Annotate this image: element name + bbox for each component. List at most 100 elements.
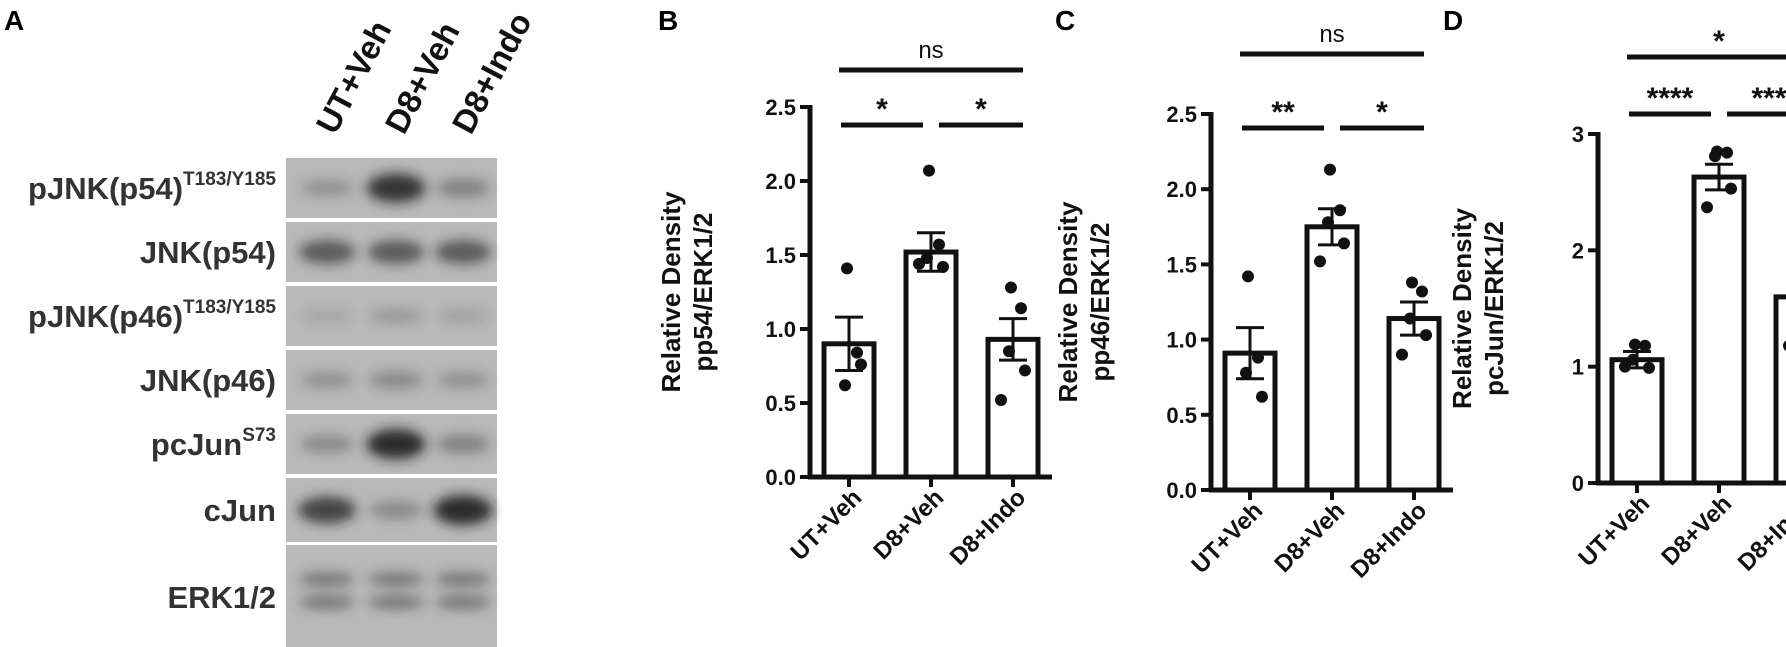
blot-row-name: JNK(p54) bbox=[140, 235, 276, 270]
data-point bbox=[1643, 361, 1655, 374]
x-tick-label-d8-veh: D8+Veh bbox=[1656, 490, 1737, 571]
significance-label: * bbox=[876, 93, 888, 126]
blot-row-label-jnk-p54: JNK(p54) bbox=[140, 235, 276, 270]
data-point bbox=[1005, 281, 1017, 294]
blot-row-label-pjnk-p46: pJNK(p46)T183/Y185 bbox=[28, 297, 276, 334]
y-tick-label: 2.5 bbox=[1166, 102, 1197, 127]
x-tick-label-d8-indo: D8+Indo bbox=[1346, 497, 1433, 584]
blot-band bbox=[299, 572, 355, 587]
panel-label-a: A bbox=[4, 5, 24, 36]
blot-band bbox=[369, 308, 423, 324]
blot-band bbox=[435, 595, 491, 610]
bar-d8-indo bbox=[1773, 294, 1786, 486]
y-tick-label: 1.0 bbox=[765, 317, 796, 342]
bar-chart-pp54: 0.0 0.5 1.0 1.5 2.0 2.5 Relative Density pp54/E… bbox=[656, 37, 1052, 571]
blot-row-site: T183/Y185 bbox=[183, 169, 276, 190]
bar-ut-veh bbox=[1609, 357, 1665, 486]
blot-band bbox=[300, 308, 354, 324]
y-tick-label: 1.5 bbox=[765, 243, 796, 268]
data-point bbox=[1406, 276, 1418, 289]
data-point bbox=[1338, 237, 1350, 250]
panel-label-b: B bbox=[658, 5, 678, 36]
y-axis-title: pp46/ERK1/2 bbox=[1085, 223, 1115, 382]
blot-row-name: pJNK(p54) bbox=[28, 171, 183, 206]
data-point bbox=[1003, 345, 1015, 358]
data-point bbox=[1709, 150, 1721, 163]
blot-row-site: T183/Y185 bbox=[183, 297, 276, 318]
bar-d8-veh bbox=[1691, 174, 1747, 486]
blot-band bbox=[300, 179, 354, 197]
y-axis-title: Relative Density bbox=[656, 191, 686, 392]
blot-row-label-pjnk-p54: pJNK(p54)T183/Y185 bbox=[28, 169, 276, 206]
y-tick-label: 2 bbox=[1572, 238, 1584, 263]
significance-label: ns bbox=[1319, 21, 1344, 48]
data-point bbox=[937, 260, 949, 273]
x-tick-label-d8-indo: D8+Indo bbox=[945, 484, 1032, 571]
blot-band bbox=[435, 178, 491, 198]
data-point bbox=[1252, 351, 1264, 364]
blot-row-label-erk1-2: ERK1/2 bbox=[167, 580, 276, 615]
data-point bbox=[851, 346, 863, 359]
significance-label: * bbox=[1713, 25, 1725, 58]
panel-label-d: D bbox=[1443, 5, 1463, 36]
blot-band bbox=[366, 173, 426, 203]
blot-band bbox=[368, 595, 424, 610]
data-point bbox=[839, 379, 851, 392]
significance-label: *** bbox=[1751, 82, 1786, 115]
x-tick-label-ut-veh: UT+Veh bbox=[1186, 497, 1268, 579]
data-point bbox=[855, 358, 867, 371]
data-point bbox=[1242, 270, 1254, 283]
data-point bbox=[923, 164, 935, 177]
blot-band bbox=[434, 240, 492, 264]
data-point bbox=[1334, 204, 1346, 217]
data-point bbox=[1629, 338, 1641, 351]
data-point bbox=[913, 257, 925, 270]
blot-band bbox=[299, 595, 355, 610]
data-point bbox=[1725, 182, 1737, 195]
significance-label: * bbox=[975, 93, 987, 126]
blot-band bbox=[300, 371, 354, 389]
y-tick-label: 0.5 bbox=[765, 391, 796, 416]
x-tick-label-ut-veh: UT+Veh bbox=[1573, 490, 1655, 572]
significance-label: **** bbox=[1647, 82, 1694, 115]
data-point bbox=[841, 262, 853, 275]
blot-band bbox=[436, 371, 490, 389]
y-tick-label: 0 bbox=[1572, 471, 1584, 496]
data-point bbox=[1256, 390, 1268, 403]
y-tick-label: 0.0 bbox=[765, 465, 796, 490]
bar-d8-veh bbox=[903, 249, 959, 480]
blot-row-label-jnk-p46: JNK(p46) bbox=[140, 363, 276, 398]
y-axis-title: Relative Density bbox=[1447, 208, 1477, 409]
panel-label-c: C bbox=[1055, 5, 1075, 36]
y-tick-label: 2.5 bbox=[765, 95, 796, 120]
y-tick-label: 1.5 bbox=[1166, 252, 1197, 277]
x-tick-label-d8-veh: D8+Veh bbox=[1269, 497, 1350, 578]
y-tick-label: 2.0 bbox=[765, 169, 796, 194]
lane-label-d8-indo: D8+Indo bbox=[445, 6, 539, 139]
data-point bbox=[1015, 302, 1027, 315]
blot-band bbox=[298, 240, 356, 264]
blot-row-name: cJun bbox=[204, 493, 276, 528]
blot-band bbox=[435, 572, 491, 587]
significance-label: ** bbox=[1271, 96, 1295, 129]
y-tick-label: 1 bbox=[1572, 355, 1584, 380]
bar-d8-indo bbox=[1386, 316, 1442, 493]
data-point bbox=[1324, 163, 1336, 176]
y-axis-title: Relative Density bbox=[1053, 201, 1083, 402]
bar-chart-pp46: 0.0 0.5 1.0 1.5 2.0 2.5 Relative Density pp46/E… bbox=[1053, 21, 1453, 584]
data-point bbox=[1396, 348, 1408, 361]
blot-row-name: pJNK(p46) bbox=[28, 299, 183, 334]
x-tick-label-d8-indo: D8+Indo bbox=[1733, 490, 1786, 577]
y-axis-title: pp54/ERK1/2 bbox=[688, 213, 718, 372]
data-point bbox=[1721, 146, 1733, 159]
y-tick-label: 2.0 bbox=[1166, 177, 1197, 202]
blot-band bbox=[435, 434, 491, 454]
y-axis-title: pcJun/ERK1/2 bbox=[1479, 221, 1509, 396]
data-point bbox=[933, 238, 945, 251]
data-point bbox=[1240, 366, 1252, 379]
blot-band bbox=[366, 429, 426, 459]
significance-label: ns bbox=[918, 37, 943, 64]
blot-band bbox=[298, 496, 356, 524]
